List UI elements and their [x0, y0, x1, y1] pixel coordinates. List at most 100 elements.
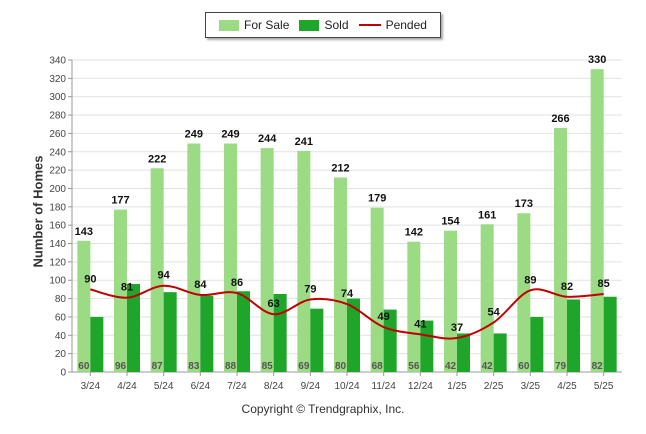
pended-value-label: 79	[304, 284, 316, 296]
y-tick-label: 100	[49, 276, 66, 287]
for-sale-swatch	[219, 19, 240, 31]
legend-item-for-sale: For Sale	[219, 18, 289, 32]
x-tick-label: 11/24	[372, 381, 397, 392]
for-sale-value-label: 249	[221, 129, 239, 141]
y-tick-label: 280	[49, 111, 66, 122]
y-tick-label: 340	[49, 56, 66, 67]
bar-sold	[347, 298, 360, 372]
y-tick-label: 320	[49, 74, 66, 85]
x-tick-label: 3/25	[521, 381, 541, 392]
pended-value-label: 90	[84, 273, 96, 285]
bar-for-sale	[517, 213, 531, 372]
bar-for-sale	[554, 127, 567, 372]
sold-value-label: 83	[188, 361, 200, 372]
bar-for-sale	[187, 143, 201, 372]
bar-sold	[310, 308, 324, 372]
sold-value-label: 96	[115, 361, 127, 372]
x-tick-label: 5/25	[594, 381, 614, 392]
pended-value-label: 37	[451, 322, 463, 334]
pended-value-label: 63	[268, 298, 280, 310]
bar-sold	[567, 299, 580, 372]
bar-sold	[493, 333, 507, 372]
pended-value-label: 41	[414, 318, 426, 330]
legend-label-for-sale: For Sale	[244, 18, 290, 32]
bar-sold	[383, 309, 397, 372]
bar-sold	[163, 292, 177, 372]
y-tick-label: 160	[49, 221, 66, 232]
y-tick-label: 220	[49, 166, 66, 177]
x-tick-label: 3/24	[81, 381, 101, 392]
x-tick-label: 4/24	[117, 381, 137, 392]
bar-sold	[603, 296, 617, 372]
for-sale-value-label: 142	[405, 227, 423, 239]
bar-for-sale	[77, 240, 91, 372]
x-tick-label: 10/24	[334, 381, 359, 392]
sold-value-label: 80	[335, 361, 347, 372]
x-tick-label: 6/24	[191, 381, 211, 392]
y-tick-label: 0	[60, 368, 66, 379]
y-tick-label: 300	[49, 92, 66, 103]
sold-value-label: 42	[445, 361, 457, 372]
bar-sold	[530, 316, 544, 372]
x-tick-label: 9/24	[301, 381, 321, 392]
bar-sold	[420, 320, 434, 372]
x-tick-label: 7/24	[227, 381, 247, 392]
pended-value-label: 82	[561, 281, 573, 293]
for-sale-value-label: 241	[295, 136, 313, 148]
for-sale-value-label: 177	[111, 195, 129, 207]
bar-sold	[237, 291, 250, 372]
x-tick-label: 12/24	[408, 381, 433, 392]
y-tick-label: 260	[49, 129, 66, 140]
y-tick-label: 200	[49, 184, 66, 195]
bar-for-sale	[407, 241, 421, 372]
legend-item-pended: Pended	[358, 18, 427, 32]
chart-legend: For Sale Sold Pended	[205, 12, 441, 38]
pended-value-label: 86	[231, 277, 243, 289]
y-tick-label: 20	[55, 349, 67, 360]
bar-sold	[457, 333, 470, 372]
y-tick-label: 240	[49, 147, 66, 158]
y-tick-label: 60	[55, 312, 67, 323]
legend-label-sold: Sold	[324, 18, 349, 32]
x-tick-label: 4/25	[557, 381, 577, 392]
bar-sold	[127, 283, 140, 372]
pended-value-label: 74	[341, 288, 354, 300]
pended-value-label: 94	[158, 270, 171, 282]
bar-for-sale	[370, 207, 384, 372]
sold-value-label: 68	[372, 361, 384, 372]
bar-for-sale	[150, 168, 164, 372]
bar-sold	[200, 295, 214, 372]
for-sale-value-label: 244	[258, 133, 277, 145]
x-tick-label: 8/24	[264, 381, 284, 392]
for-sale-value-label: 173	[515, 198, 533, 210]
pended-line	[90, 284, 604, 340]
for-sale-value-label: 330	[588, 54, 606, 66]
pended-value-label: 85	[598, 278, 610, 290]
pended-value-label: 49	[378, 311, 390, 323]
sold-value-label: 42	[482, 361, 494, 372]
bar-for-sale	[444, 230, 457, 372]
y-tick-label: 40	[55, 331, 67, 342]
bar-for-sale	[334, 177, 347, 372]
sold-value-label: 60	[78, 361, 90, 372]
bar-sold	[90, 316, 104, 372]
copyright-footer: Copyright © Trendgraphix, Inc.	[241, 402, 405, 416]
for-sale-value-label: 212	[331, 162, 349, 174]
bar-for-sale	[114, 209, 127, 372]
sold-value-label: 60	[518, 361, 530, 372]
pended-value-label: 84	[194, 279, 207, 291]
for-sale-value-label: 266	[551, 113, 569, 125]
for-sale-value-label: 222	[148, 153, 166, 165]
x-tick-label: 2/25	[484, 381, 504, 392]
sold-value-label: 69	[298, 361, 310, 372]
y-tick-label: 140	[49, 239, 66, 250]
for-sale-value-label: 154	[441, 216, 460, 228]
y-tick-label: 180	[49, 202, 66, 213]
y-tick-label: 80	[55, 294, 67, 305]
bar-for-sale	[260, 148, 274, 372]
y-tick-label: 120	[49, 257, 66, 268]
for-sale-value-label: 249	[185, 129, 203, 141]
sold-value-label: 79	[555, 361, 567, 372]
x-tick-label: 1/25	[447, 381, 467, 392]
sold-value-label: 82	[592, 361, 604, 372]
